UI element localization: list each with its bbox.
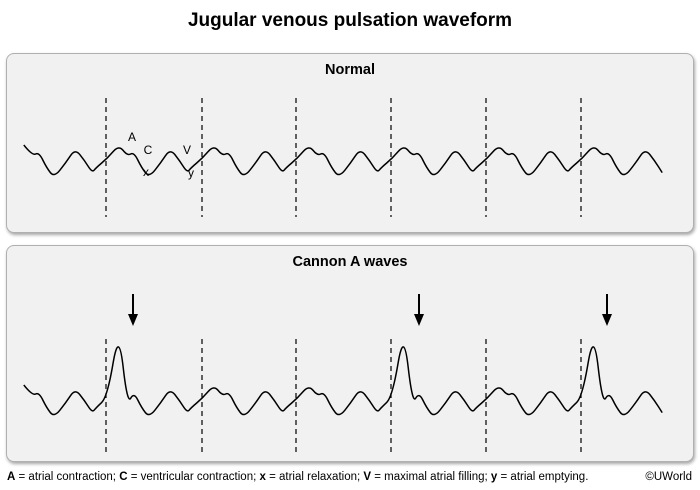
normal-panel-title: Normal (325, 62, 375, 78)
legend: A = atrial contraction; C = ventricular … (7, 471, 627, 483)
normal-waveform-plot: A C x V y (23, 98, 663, 217)
arrow-down-icon (602, 294, 612, 326)
cannon-arrows (128, 294, 612, 326)
normal-panel: Normal A C x V y (6, 53, 694, 233)
beat-divider-lines (105, 98, 582, 217)
normal-jvp-waveform (23, 144, 663, 176)
legend-item: x = atrial relaxation; (259, 471, 364, 483)
cannon-jvp-waveform (23, 346, 663, 416)
v-wave-label: V (183, 143, 191, 157)
beat-divider-lines (105, 339, 582, 453)
arrow-down-icon (128, 294, 138, 326)
arrow-down-icon (414, 294, 424, 326)
c-wave-label: C (144, 143, 153, 157)
y-descent-label: y (188, 166, 194, 180)
cannon-waveform-plot (23, 294, 663, 453)
cannon-panel: Cannon A waves (6, 245, 694, 462)
legend-item: y = atrial emptying. (490, 471, 589, 483)
figure-title: Jugular venous pulsation waveform (187, 10, 513, 31)
x-descent-label: x (143, 165, 149, 179)
copyright-notice: ©UWorld (645, 471, 692, 483)
legend-item: V = maximal atrial filling; (363, 471, 491, 483)
legend-item: C = ventricular contraction; (119, 471, 260, 483)
cannon-panel-title: Cannon A waves (292, 254, 408, 270)
a-wave-label: A (128, 130, 136, 144)
legend-item: A = atrial contraction; (7, 471, 120, 483)
